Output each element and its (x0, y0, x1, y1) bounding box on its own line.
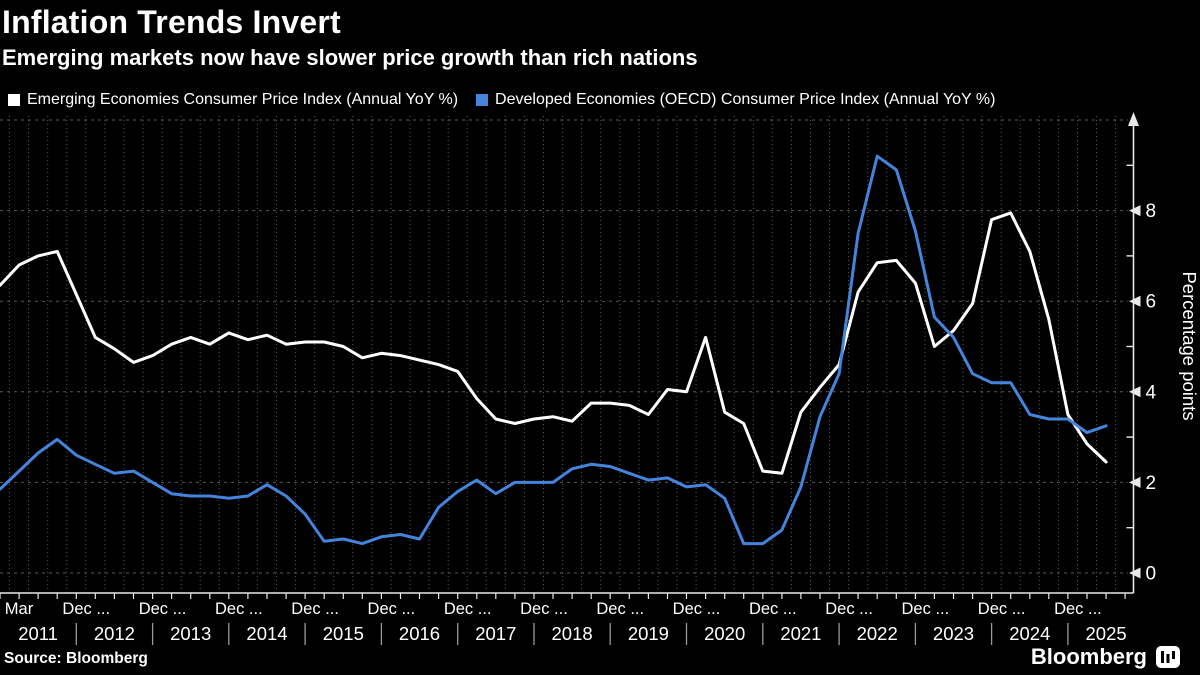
year-label: 2013 (170, 623, 211, 644)
x-tick-label-dec: Dec ... (139, 600, 187, 618)
y-tick-label: 4 (1146, 382, 1157, 403)
legend-item-emerging: Emerging Economies Consumer Price Index … (8, 91, 458, 109)
y-axis-top-arrow-icon (1128, 112, 1139, 126)
y-tick-label: 0 (1146, 564, 1157, 585)
year-label: 2021 (780, 623, 821, 644)
y-tick-arrow-icon (1129, 476, 1141, 488)
x-tick-label-dec: Dec ... (596, 600, 644, 618)
y-tick-label: 2 (1146, 473, 1157, 494)
year-label: 2016 (399, 623, 440, 644)
year-label: 2011 (18, 623, 58, 644)
vertical-gridlines (9, 116, 1117, 590)
x-tick-label-dec: Dec ... (291, 600, 339, 618)
legend-label-emerging: Emerging Economies Consumer Price Index … (27, 91, 459, 108)
year-label: 2017 (475, 623, 516, 644)
year-label: 2018 (552, 623, 593, 644)
y-tick-label: 6 (1146, 292, 1157, 313)
x-axis-year-labels: 2011 2012 2013 2014 2015 2016 2017 2018 2019 2020… (18, 623, 1127, 645)
year-label: 2015 (323, 623, 364, 644)
axes (0, 112, 1139, 594)
y-tick-arrow-icon (1129, 205, 1141, 217)
x-tick-label-dec: Dec ... (673, 600, 721, 618)
legend-item-developed: Developed Economies (OECD) Consumer Pric… (476, 91, 995, 109)
x-tick-label-dec: Dec ... (978, 600, 1026, 618)
bloomberg-wordmark: Bloomberg (1030, 644, 1147, 669)
y-axis-label: Percentage points (1179, 271, 1200, 420)
x-axis-period-labels: Mar Dec ... Dec ... Dec ... Dec ... Dec ... De… (5, 600, 1102, 618)
year-label: 2012 (94, 623, 135, 644)
year-label: 2025 (1086, 623, 1127, 644)
x-axis-ticks (0, 593, 1126, 599)
developed-line (0, 154, 1108, 546)
year-label: 2023 (933, 623, 974, 644)
chart-subtitle: Emerging markets now have slower price g… (2, 45, 698, 70)
x-tick-label-dec: Dec ... (62, 600, 110, 618)
x-tick-label-mar: Mar (5, 600, 34, 618)
bloomberg-logo-icon (1156, 646, 1180, 668)
year-label: 2019 (628, 623, 669, 644)
year-label: 2022 (857, 623, 898, 644)
x-tick-label-dec: Dec ... (902, 600, 950, 618)
year-label: 2020 (704, 623, 745, 644)
horizontal-gridlines (0, 119, 1128, 574)
year-label: 2014 (246, 623, 287, 644)
y-tick-arrow-icon (1129, 386, 1141, 398)
x-tick-label-dec: Dec ... (215, 600, 263, 618)
legend-label-developed: Developed Economies (OECD) Consumer Pric… (495, 91, 996, 108)
x-tick-label-dec: Dec ... (825, 600, 873, 618)
y-tick-label: 8 (1146, 201, 1157, 222)
y-tick-arrow-icon (1129, 295, 1141, 307)
emerging-series-swatch-icon (8, 94, 20, 106)
y-tick-arrow-icon (1129, 567, 1141, 579)
developed-series-swatch-icon (476, 94, 489, 106)
source-note: Source: Bloomberg (4, 650, 148, 667)
emerging-line (0, 211, 1108, 475)
bloomberg-brand: Bloomberg (1031, 644, 1180, 670)
x-tick-label-dec: Dec ... (749, 600, 797, 618)
year-label: 2024 (1009, 623, 1050, 644)
y-axis-ticks: 0 2 4 6 8 (1126, 164, 1157, 585)
legend: Emerging Economies Consumer Price Index … (8, 91, 1013, 109)
x-tick-label-dec: Dec ... (444, 600, 492, 618)
x-tick-label-dec: Dec ... (1054, 600, 1102, 618)
x-tick-label-dec: Dec ... (520, 600, 568, 618)
page-title: Inflation Trends Invert (2, 4, 341, 40)
x-tick-label-dec: Dec ... (368, 600, 416, 618)
